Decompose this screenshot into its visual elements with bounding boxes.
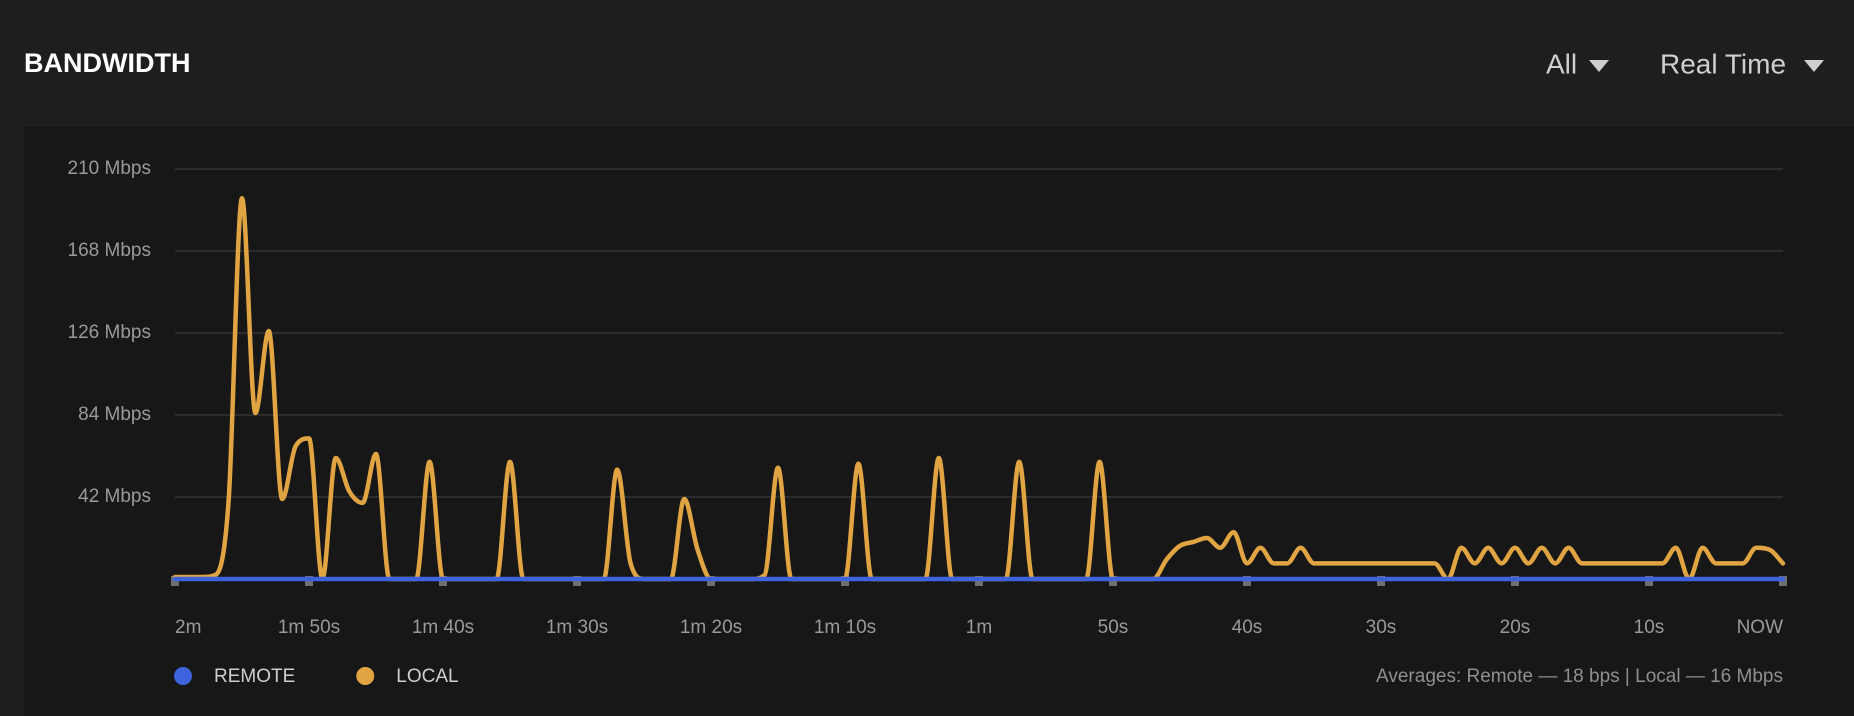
range-dropdown[interactable]: Real Time bbox=[1660, 48, 1824, 79]
x-tick-label: 2m bbox=[175, 617, 201, 638]
y-tick-label: 168 Mbps bbox=[68, 240, 151, 261]
dropdown-arrow[interactable] bbox=[1804, 60, 1824, 72]
x-tick-label: 1m 40s bbox=[412, 617, 474, 638]
x-tick-label: 40s bbox=[1232, 617, 1263, 638]
x-tick-label: 1m 30s bbox=[546, 617, 608, 638]
legend-label: LOCAL bbox=[396, 666, 458, 687]
x-tick-label: 1m 10s bbox=[814, 617, 876, 638]
dropdown-arrow[interactable] bbox=[1589, 60, 1609, 72]
filter-label[interactable]: All bbox=[1546, 48, 1577, 79]
chart-panel bbox=[24, 127, 1854, 716]
y-tick-label: 84 Mbps bbox=[78, 404, 151, 425]
title: BANDWIDTH bbox=[24, 48, 190, 78]
y-tick-label: 210 Mbps bbox=[68, 158, 151, 179]
x-tick-label: 1m 50s bbox=[278, 617, 340, 638]
legend-swatch bbox=[174, 667, 192, 685]
x-tick-label: 1m bbox=[966, 617, 992, 638]
legend-swatch bbox=[356, 667, 375, 685]
x-tick-label: NOW bbox=[1737, 617, 1784, 638]
x-tick-label: 50s bbox=[1098, 617, 1129, 638]
legend-label: REMOTE bbox=[214, 666, 295, 687]
y-tick-label: 126 Mbps bbox=[68, 322, 151, 343]
filter-dropdown[interactable]: All bbox=[1546, 48, 1609, 79]
x-tick-label: 20s bbox=[1500, 617, 1531, 638]
y-tick-label: 42 Mbps bbox=[78, 486, 151, 507]
x-tick-label: 10s bbox=[1634, 617, 1665, 638]
x-tick-label: 30s bbox=[1366, 617, 1397, 638]
range-label[interactable]: Real Time bbox=[1660, 48, 1786, 79]
averages: Averages: Remote — 18 bps | Local — 16 M… bbox=[1376, 666, 1783, 687]
x-tick-label: 1m 20s bbox=[680, 617, 742, 638]
